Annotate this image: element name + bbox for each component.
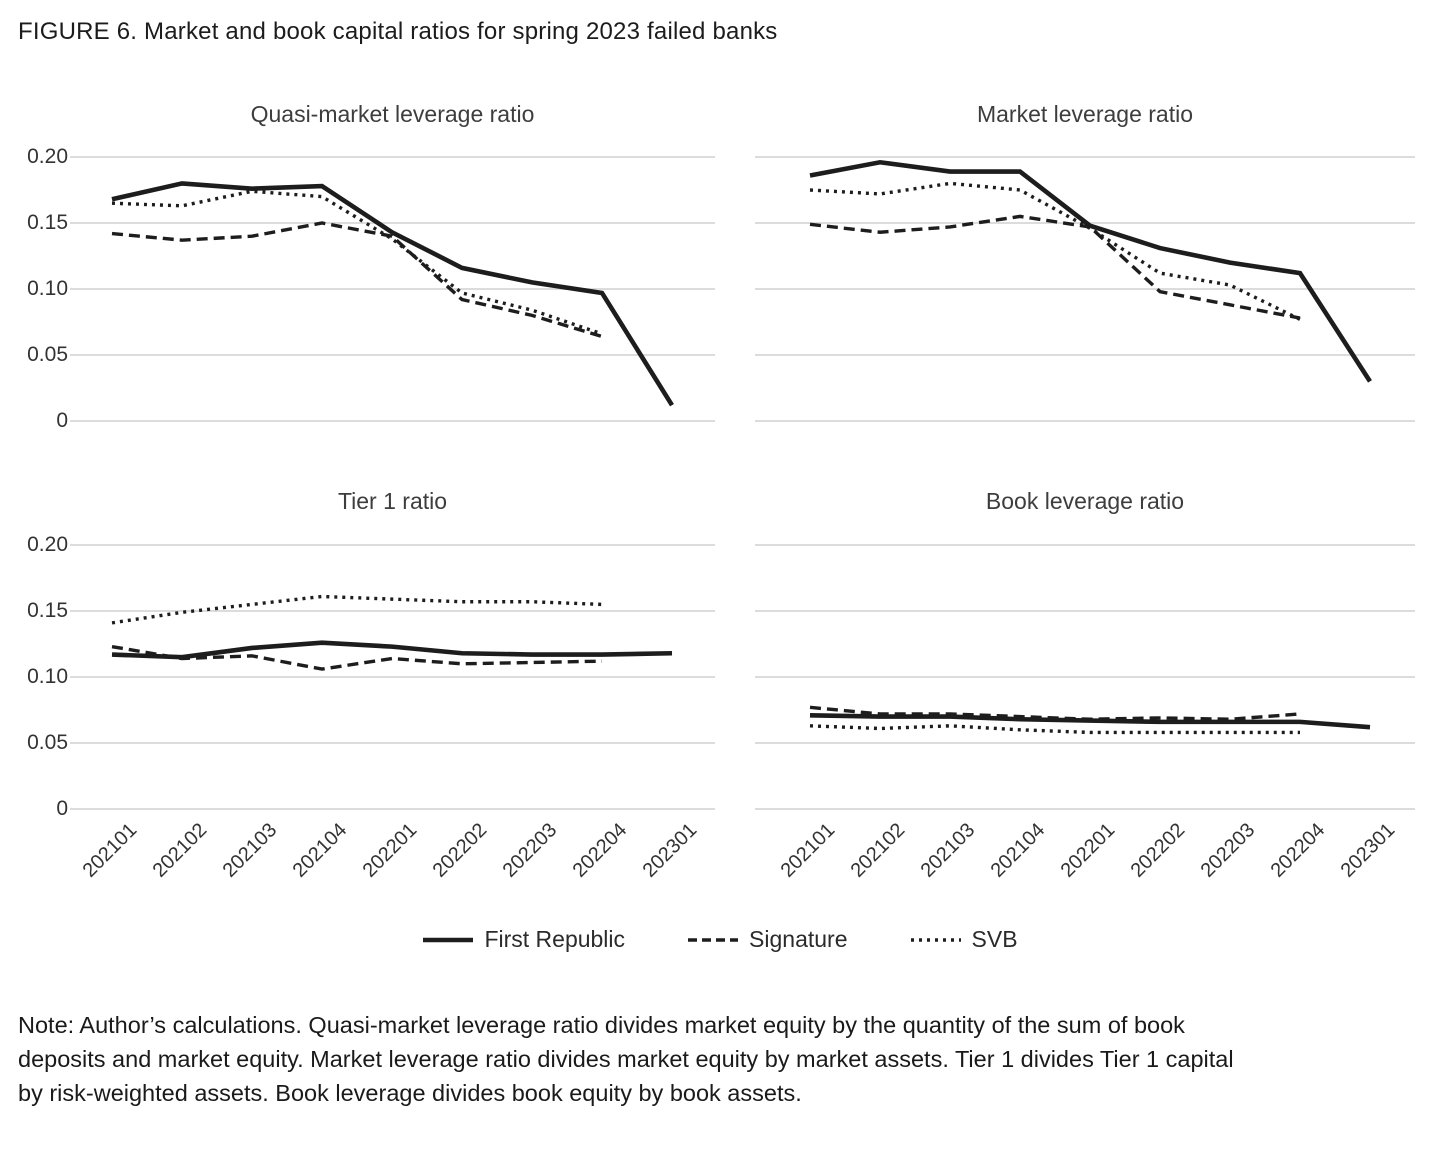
y-tick-label: 0.15 — [27, 599, 68, 622]
chart-title-tier-1-ratio: Tier 1 ratio — [337, 488, 448, 514]
x-tick-label: 202203 — [1196, 819, 1260, 882]
x-tick-label: 202102 — [148, 819, 212, 882]
x-tick-label: 202201 — [358, 819, 422, 882]
x-tick-label: 202204 — [1266, 819, 1330, 882]
y-tick-label: 0 — [56, 409, 68, 432]
legend: First Republic Signature SVB — [0, 926, 1440, 953]
legend-label-signature: Signature — [749, 926, 848, 952]
note-line-1: Note: Author’s calculations. Quasi-marke… — [18, 1012, 1185, 1038]
series-line-signature — [111, 221, 603, 339]
y-tick-label: 0.10 — [27, 665, 68, 688]
x-tick-label: 202103 — [916, 819, 980, 882]
y-tick-label: 0 — [56, 797, 68, 820]
x-tick-label: 202101 — [776, 819, 840, 882]
legend-item-first-republic: First Republic — [422, 926, 625, 953]
x-tick-label: 202203 — [498, 819, 562, 882]
plot-quasi-market-leverage-ratio — [70, 156, 715, 422]
series-line-signature — [111, 644, 603, 671]
x-tick-label: 202301 — [638, 819, 702, 882]
series-line-first-republic — [809, 712, 1371, 730]
legend-label-first-republic: First Republic — [484, 926, 626, 952]
y-tick-label: 0.20 — [27, 533, 68, 556]
x-tick-label: 202102 — [846, 819, 910, 882]
chart-title-book-leverage-ratio: Book leverage ratio — [985, 488, 1185, 514]
figure-note: Note: Author’s calculations. Quasi-marke… — [18, 1008, 1428, 1110]
series-line-signature — [809, 705, 1301, 721]
x-tick-label: 202202 — [428, 819, 492, 882]
solid-line-swatch-icon — [423, 937, 474, 942]
x-tick-label: 202202 — [1126, 819, 1190, 882]
series-line-first-republic — [111, 640, 673, 660]
x-tick-label: 202201 — [1056, 819, 1120, 882]
legend-item-svb: SVB — [910, 926, 1018, 953]
series-line-svb — [809, 724, 1300, 735]
x-tick-label: 202104 — [288, 819, 352, 882]
note-line-3: by risk-weighted assets. Book leverage d… — [18, 1080, 802, 1106]
chart-title-market-leverage-ratio: Market leverage ratio — [976, 101, 1194, 127]
series-line-signature — [809, 214, 1301, 320]
figure-title: FIGURE 6. Market and book capital ratios… — [18, 18, 778, 45]
x-tick-label: 202204 — [568, 819, 632, 882]
plot-tier-1-ratio — [70, 544, 715, 810]
y-tick-label: 0.20 — [27, 145, 68, 168]
y-tick-label: 0.05 — [27, 343, 68, 366]
dashed-line-swatch-icon — [688, 937, 739, 942]
x-tick-label: 202301 — [1336, 819, 1400, 882]
chart-title-quasi-market-leverage-ratio: Quasi-market leverage ratio — [250, 101, 535, 127]
legend-item-signature: Signature — [687, 926, 848, 953]
series-line-first-republic — [111, 181, 674, 407]
x-tick-label: 202101 — [78, 819, 142, 882]
y-tick-label: 0.05 — [27, 731, 68, 754]
series-line-svb — [111, 189, 603, 336]
series-line-svb — [111, 594, 603, 625]
x-tick-label: 202104 — [986, 819, 1050, 882]
x-tick-label: 202103 — [218, 819, 282, 882]
series-line-first-republic — [809, 159, 1372, 383]
series-line-svb — [809, 181, 1301, 321]
dotted-line-swatch-icon — [910, 937, 961, 942]
legend-label-svb: SVB — [971, 926, 1018, 952]
y-tick-label: 0.15 — [27, 211, 68, 234]
y-tick-label: 0.10 — [27, 277, 68, 300]
plot-book-leverage-ratio — [755, 544, 1415, 810]
plot-market-leverage-ratio — [755, 156, 1415, 422]
note-line-2: deposits and market equity. Market lever… — [18, 1046, 1234, 1072]
